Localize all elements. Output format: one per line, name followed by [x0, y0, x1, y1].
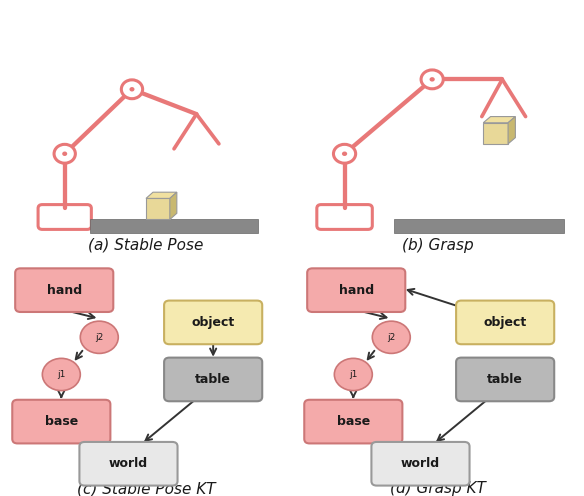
FancyBboxPatch shape	[15, 268, 113, 312]
Polygon shape	[170, 192, 177, 219]
Text: j1: j1	[57, 370, 65, 379]
Text: base: base	[45, 415, 78, 428]
Circle shape	[42, 358, 80, 391]
Text: (a) Stable Pose: (a) Stable Pose	[88, 238, 204, 253]
FancyBboxPatch shape	[371, 442, 470, 486]
Text: (d) Grasp KT: (d) Grasp KT	[390, 481, 486, 496]
Polygon shape	[508, 117, 515, 144]
FancyBboxPatch shape	[304, 400, 402, 443]
FancyBboxPatch shape	[79, 442, 178, 486]
Polygon shape	[483, 117, 515, 123]
FancyBboxPatch shape	[164, 301, 262, 344]
Text: object: object	[192, 316, 235, 329]
Text: j1: j1	[349, 370, 357, 379]
FancyBboxPatch shape	[38, 205, 91, 230]
Circle shape	[333, 144, 356, 163]
Text: base: base	[337, 415, 370, 428]
Text: (b) Grasp: (b) Grasp	[402, 238, 474, 253]
FancyBboxPatch shape	[90, 219, 258, 233]
Circle shape	[429, 77, 434, 82]
Circle shape	[334, 358, 373, 391]
Text: world: world	[109, 457, 148, 470]
Text: table: table	[195, 373, 231, 386]
Circle shape	[421, 70, 443, 89]
Circle shape	[121, 80, 142, 99]
FancyBboxPatch shape	[483, 123, 508, 144]
Circle shape	[62, 152, 67, 156]
Circle shape	[130, 87, 134, 91]
Text: table: table	[487, 373, 523, 386]
Circle shape	[372, 321, 410, 353]
FancyBboxPatch shape	[307, 268, 405, 312]
Text: world: world	[401, 457, 440, 470]
Circle shape	[80, 321, 118, 353]
FancyBboxPatch shape	[164, 358, 262, 401]
FancyBboxPatch shape	[456, 301, 554, 344]
Text: hand: hand	[47, 284, 82, 297]
Text: object: object	[484, 316, 527, 329]
Text: j2: j2	[95, 333, 103, 342]
FancyBboxPatch shape	[12, 400, 110, 443]
Polygon shape	[146, 192, 177, 198]
FancyBboxPatch shape	[456, 358, 554, 401]
FancyBboxPatch shape	[146, 198, 170, 219]
FancyBboxPatch shape	[394, 219, 564, 233]
Text: (c) Stable Pose KT: (c) Stable Pose KT	[77, 481, 215, 496]
Circle shape	[54, 144, 75, 163]
FancyBboxPatch shape	[317, 205, 373, 230]
Circle shape	[342, 152, 347, 156]
Text: j2: j2	[387, 333, 395, 342]
Text: hand: hand	[339, 284, 374, 297]
